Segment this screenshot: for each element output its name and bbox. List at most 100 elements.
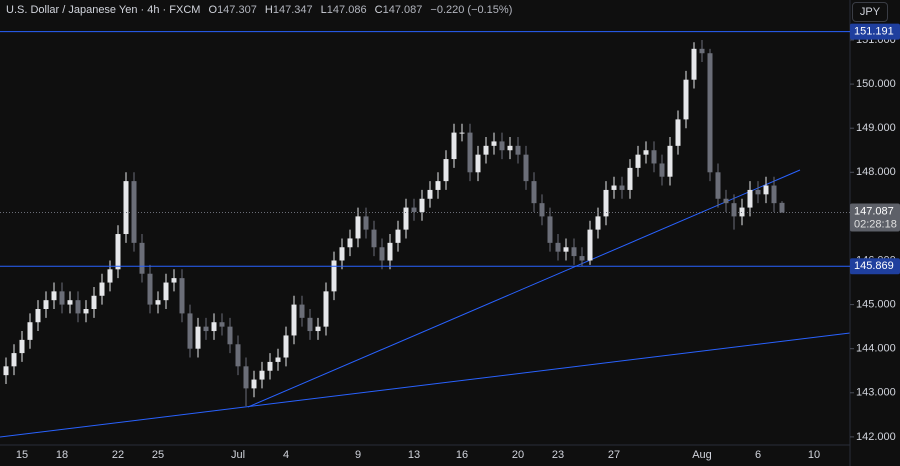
candle-body <box>499 141 505 151</box>
y-tick-label: 149.000 <box>856 122 896 134</box>
candle-body <box>723 198 729 204</box>
last-price-tag <box>850 203 900 232</box>
ohlc-value: 147.347 <box>272 4 313 16</box>
candle-body <box>171 278 177 283</box>
candle-body <box>323 291 329 327</box>
candle-body <box>587 229 593 261</box>
candle-body <box>339 247 345 261</box>
currency-button[interactable]: JPY <box>852 2 888 22</box>
candle-body <box>187 313 193 349</box>
candle-body <box>395 229 401 243</box>
change: −0.220 (−0.15%) <box>430 4 513 16</box>
candle-body <box>651 150 657 164</box>
candle-body <box>491 141 497 146</box>
x-tick-label: 18 <box>56 449 68 461</box>
y-tick-label: 142.000 <box>856 431 896 443</box>
candle-body <box>283 335 289 358</box>
candle-body <box>635 154 641 168</box>
candle-body <box>219 322 225 327</box>
y-tick-label: 143.000 <box>856 387 896 399</box>
candle-body <box>203 326 209 332</box>
candle-body <box>715 172 721 199</box>
candle-body <box>755 189 761 195</box>
candle-body <box>163 282 169 301</box>
y-tick-label: 148.000 <box>856 166 896 178</box>
candle-body <box>611 185 617 190</box>
candle-body <box>35 308 41 323</box>
candle-body <box>419 198 425 212</box>
candle-body <box>291 304 297 336</box>
candle-body <box>619 185 625 190</box>
trend-line <box>247 169 801 408</box>
candle-body <box>659 163 665 177</box>
x-tick-label: 22 <box>112 449 124 461</box>
candle-body <box>779 202 785 213</box>
candle-body <box>51 291 57 301</box>
candle-body <box>195 326 201 349</box>
candle-body <box>371 229 377 248</box>
candle-body <box>427 189 433 199</box>
x-tick-label: 27 <box>608 449 620 461</box>
candle-body <box>643 150 649 155</box>
x-tick-label: 25 <box>152 449 164 461</box>
candle-body <box>347 238 353 248</box>
candle-body <box>155 300 161 305</box>
x-tick-label: 16 <box>456 449 468 461</box>
candle-body <box>459 132 465 134</box>
candle-body <box>275 357 281 362</box>
x-tick-label: 13 <box>408 449 420 461</box>
candle-body <box>579 256 585 261</box>
candle-body <box>331 260 337 292</box>
candle-body <box>243 366 249 389</box>
candle-body <box>451 132 457 160</box>
candle-body <box>179 278 185 314</box>
candle-body <box>307 317 313 332</box>
candle-body <box>507 145 513 151</box>
x-tick-label: Aug <box>692 449 712 461</box>
x-tick-label: 23 <box>552 449 564 461</box>
candle-body <box>699 48 705 54</box>
candle-body <box>531 181 537 204</box>
candle-body <box>379 247 385 261</box>
x-tick-label: 9 <box>355 449 361 461</box>
trend-line <box>0 332 851 438</box>
candle-body <box>731 203 737 217</box>
candle-body <box>43 300 49 309</box>
candle-body <box>3 366 9 376</box>
candle-body <box>123 181 129 235</box>
candle-body <box>683 79 689 120</box>
candle-body <box>667 145 673 177</box>
ohlc-key: H <box>264 4 273 16</box>
y-tick-label: 144.000 <box>856 343 896 355</box>
candle-body <box>739 207 745 217</box>
candle-body <box>363 216 369 230</box>
candle-body <box>299 304 305 318</box>
candle-body <box>627 167 633 190</box>
candle-body <box>251 379 257 389</box>
candle-body <box>595 216 601 230</box>
y-tick-label: 150.000 <box>856 78 896 90</box>
candle-body <box>19 339 25 354</box>
candle-body <box>147 273 153 305</box>
candle-body <box>403 207 409 230</box>
candle-body <box>235 344 241 367</box>
symbol: U.S. Dollar / Japanese Yen · 4h · FXCM <box>6 4 201 16</box>
candle-body <box>211 322 217 332</box>
candle-body <box>227 326 233 345</box>
candle-body <box>355 216 361 239</box>
candle-body <box>539 203 545 217</box>
candle-body <box>75 300 81 314</box>
price-line-tag <box>850 23 900 40</box>
legend-header: U.S. Dollar / Japanese Yen · 4h · FXCM O… <box>6 4 512 16</box>
candle-body <box>139 242 145 274</box>
x-tick-label: 15 <box>16 449 28 461</box>
ohlc-value: 147.307 <box>217 4 257 16</box>
candle-body <box>11 353 17 367</box>
candle-body <box>67 300 73 305</box>
ohlc-value: 147.086 <box>326 4 367 16</box>
candle-body <box>107 269 113 283</box>
ohlc-key: C <box>374 4 383 16</box>
price-line-label: 151.191 <box>854 25 894 37</box>
countdown: 02:28:18 <box>854 218 897 230</box>
